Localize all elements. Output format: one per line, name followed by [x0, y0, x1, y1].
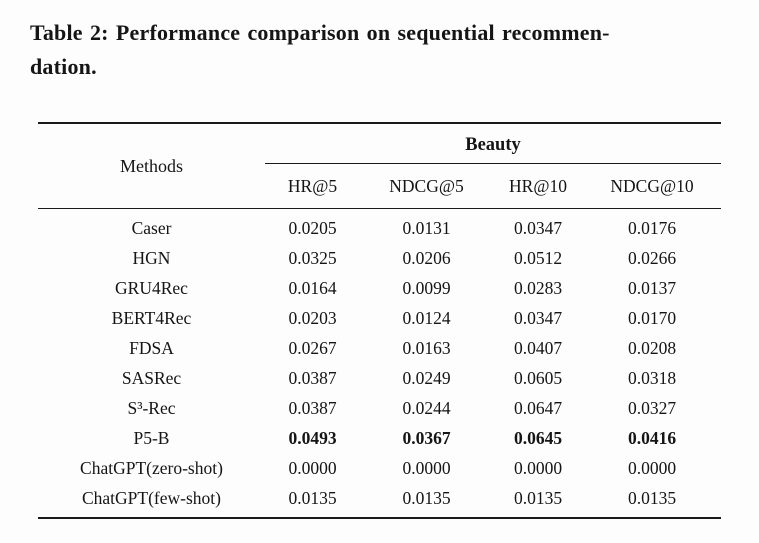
- metric-value-cell: 0.0135: [513, 487, 563, 508]
- metric-value-cell: 0.0131: [402, 217, 451, 238]
- metric-value-cell: 0.0164: [288, 277, 337, 298]
- method-name-cell: S³-Rec: [127, 397, 176, 418]
- metric-value-cell: 0.0000: [402, 457, 451, 478]
- methods-column-header: Methods: [38, 123, 265, 209]
- table-row: FDSA 0.0267 0.0163 0.0407 0.0208: [38, 333, 721, 363]
- metric-value-cell: 0.0267: [288, 337, 337, 358]
- column-header-hr5: HR@5: [265, 163, 360, 209]
- metric-value-cell: 0.0493: [288, 427, 337, 448]
- metric-value-cell: 0.0000: [288, 457, 337, 478]
- method-name-cell: GRU4Rec: [115, 277, 188, 298]
- metric-value-cell: 0.0325: [288, 247, 337, 268]
- metric-value-cell: 0.0387: [288, 397, 337, 418]
- table-row: BERT4Rec 0.0203 0.0124 0.0347 0.0170: [38, 303, 721, 333]
- column-header-hr10: HR@10: [493, 163, 583, 209]
- table-row: SASRec 0.0387 0.0249 0.0605 0.0318: [38, 363, 721, 393]
- metric-value-cell: 0.0266: [627, 247, 677, 268]
- metric-header-row: HR@5 NDCG@5 HR@10 NDCG@10: [38, 163, 721, 209]
- method-name-cell: ChatGPT(zero-shot): [80, 457, 223, 478]
- metric-value-cell: 0.0208: [627, 337, 677, 358]
- metric-value-cell: 0.0135: [288, 487, 337, 508]
- metric-value-cell: 0.0347: [513, 307, 563, 328]
- method-name-cell: FDSA: [129, 337, 174, 358]
- caption-line-2: dation.: [30, 54, 97, 79]
- method-name-cell: SASRec: [121, 367, 182, 388]
- metric-value-cell: 0.0176: [627, 217, 677, 238]
- method-name-cell: Caser: [131, 217, 172, 238]
- metric-value-cell: 0.0283: [513, 277, 563, 298]
- method-name-cell: HGN: [132, 247, 171, 268]
- metric-value-cell: 0.0135: [627, 487, 677, 508]
- group-header-row: Methods Beauty: [38, 123, 721, 209]
- metric-value-cell: 0.0416: [627, 427, 677, 448]
- method-name-cell: BERT4Rec: [111, 307, 192, 328]
- metric-value-cell: 0.0605: [513, 367, 563, 388]
- metric-value-cell: 0.0387: [288, 367, 337, 388]
- metric-value-cell: 0.0647: [513, 397, 563, 418]
- metric-value-cell: 0.0318: [627, 367, 677, 388]
- table-row: HGN 0.0325 0.0206 0.0512 0.0266: [38, 243, 721, 273]
- table-row: ChatGPT(zero-shot) 0.0000 0.0000 0.0000 …: [38, 453, 721, 483]
- caption-line-1: Table 2: Performance comparison on seque…: [30, 20, 610, 45]
- dataset-group-header: Beauty: [265, 123, 721, 164]
- metric-value-cell: 0.0407: [513, 337, 563, 358]
- metric-value-cell: 0.0099: [402, 277, 451, 298]
- metric-value-cell: 0.0645: [513, 427, 563, 448]
- table-row: Caser 0.0205 0.0131 0.0347 0.0176: [38, 209, 721, 244]
- metric-value-cell: 0.0124: [402, 307, 451, 328]
- metric-value-cell: 0.0367: [402, 427, 451, 448]
- metric-value-cell: 0.0347: [513, 217, 563, 238]
- table-caption: Table 2: Performance comparison on seque…: [30, 16, 746, 84]
- metric-value-cell: 0.0203: [288, 307, 337, 328]
- metric-value-cell: 0.0205: [288, 217, 337, 238]
- column-header-ndcg10: NDCG@10: [583, 163, 721, 209]
- metric-value-cell: 0.0327: [627, 397, 677, 418]
- metric-value-cell: 0.0163: [402, 337, 451, 358]
- metric-value-cell: 0.0244: [402, 397, 451, 418]
- column-header-ndcg5: NDCG@5: [360, 163, 493, 209]
- method-name-cell: ChatGPT(few-shot): [81, 487, 221, 508]
- metric-value-cell: 0.0000: [627, 457, 677, 478]
- table-row: S³-Rec 0.0387 0.0244 0.0647 0.0327: [38, 393, 721, 423]
- table-row: GRU4Rec 0.0164 0.0099 0.0283 0.0137: [38, 273, 721, 303]
- metric-value-cell: 0.0206: [402, 247, 451, 268]
- metric-value-cell: 0.0249: [402, 367, 451, 388]
- method-name-cell: P5-B: [133, 427, 170, 448]
- metric-value-cell: 0.0512: [513, 247, 563, 268]
- metric-value-cell: 0.0170: [627, 307, 677, 328]
- results-table: Methods Beauty HR@5 NDCG@5 HR@10 NDCG@10…: [38, 122, 721, 519]
- table-row: ChatGPT(few-shot) 0.0135 0.0135 0.0135 0…: [38, 483, 721, 518]
- table-row: P5-B 0.0493 0.0367 0.0645 0.0416: [38, 423, 721, 453]
- metric-value-cell: 0.0135: [402, 487, 451, 508]
- metric-value-cell: 0.0137: [627, 277, 677, 298]
- metric-value-cell: 0.0000: [513, 457, 563, 478]
